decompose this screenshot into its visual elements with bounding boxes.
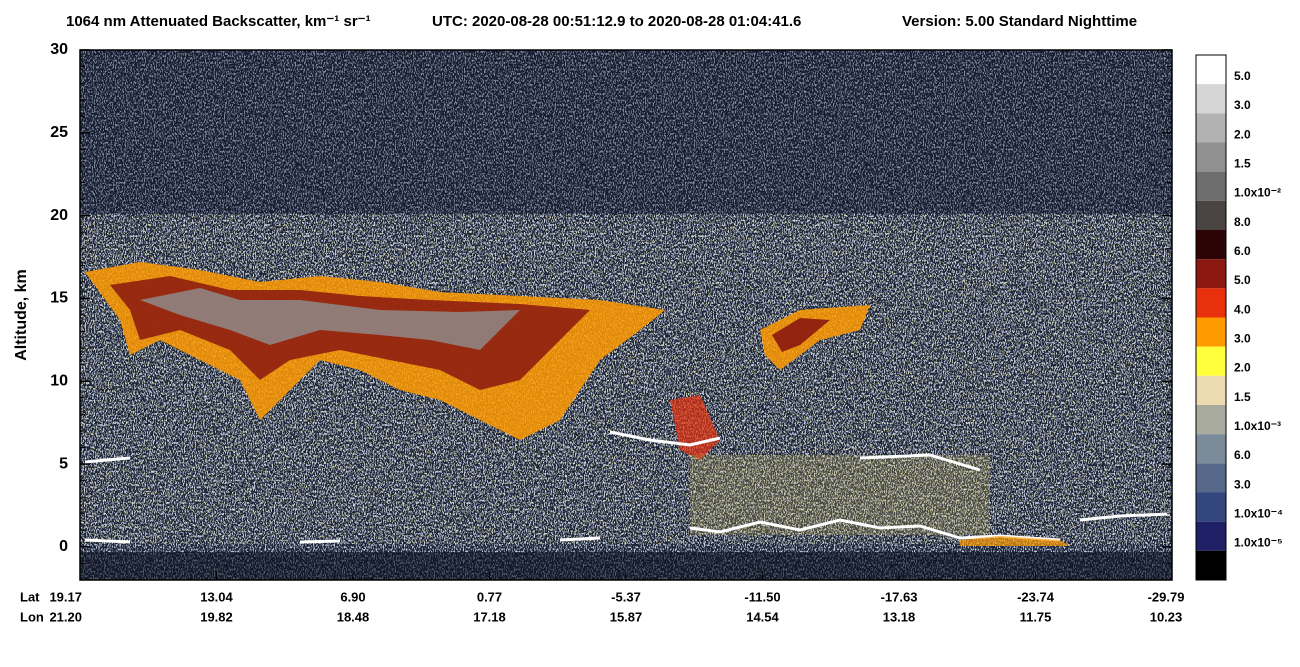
colorbar-swatch	[1196, 550, 1226, 580]
lat-tick-label: 13.04	[200, 589, 233, 604]
colorbar-swatch	[1196, 434, 1226, 464]
colorbar-label: 1.0x10⁻⁵	[1234, 536, 1283, 550]
colorbar-swatch	[1196, 259, 1226, 289]
colorbar-swatch	[1196, 463, 1226, 493]
colorbar-swatch	[1196, 113, 1226, 143]
lon-tick-label: 10.23	[1150, 609, 1183, 624]
y-tick-label: 10	[50, 372, 68, 389]
y-tick-label: 20	[50, 207, 68, 224]
colorbar-swatch	[1196, 375, 1226, 405]
colorbar-swatch	[1196, 142, 1226, 172]
title: 1064 nm Attenuated Backscatter, km⁻¹ sr⁻…	[66, 13, 371, 30]
colorbar-swatch	[1196, 55, 1226, 85]
colorbar-label: 2.0	[1234, 361, 1251, 375]
colorbar-label: 5.0	[1234, 273, 1251, 287]
colorbar-label: 6.0	[1234, 244, 1251, 258]
colorbar-label: 1.5	[1234, 390, 1251, 404]
colorbar-label: 1.0x10⁻³	[1234, 419, 1281, 433]
lon-tick-label: 21.20	[49, 609, 82, 624]
colorbar-swatch	[1196, 405, 1226, 435]
colorbar-swatch	[1196, 492, 1226, 522]
lat-tick-label: -11.50	[744, 589, 780, 604]
colorbar-swatch	[1196, 317, 1226, 347]
y-tick-label: 5	[59, 455, 68, 472]
lat-tick-label: -23.74	[1017, 589, 1055, 604]
colorbar-swatch	[1196, 521, 1226, 551]
colorbar-label: 5.0	[1234, 69, 1251, 83]
y-tick-label: 0	[59, 538, 68, 555]
colorbar-swatch	[1196, 84, 1226, 114]
lon-tick-label: 14.54	[746, 609, 779, 624]
colorbar-label: 1.5	[1234, 157, 1251, 171]
lat-tick-label: 6.90	[340, 589, 365, 604]
colorbar-swatch	[1196, 288, 1226, 318]
colorbar-swatch	[1196, 230, 1226, 260]
colorbar-label: 2.0	[1234, 127, 1251, 141]
lon-tick-label: 17.18	[473, 609, 506, 624]
lat-tick-label: 19.17	[49, 589, 82, 604]
lat-tick-label: 0.77	[477, 589, 502, 604]
colorbar-swatch	[1196, 171, 1226, 201]
time-range: UTC: 2020-08-28 00:51:12.9 to 2020-08-28…	[432, 13, 801, 30]
lon-tick-label: 15.87	[610, 609, 643, 624]
colorbar-swatch	[1196, 346, 1226, 376]
colorbar-label: 3.0	[1234, 477, 1251, 491]
colorbar-label: 6.0	[1234, 448, 1251, 462]
y-axis-label: Altitude, km	[13, 269, 30, 361]
colorbar-swatch	[1196, 200, 1226, 230]
lat-tick-label: -29.79	[1148, 589, 1185, 604]
colorbar-label: 3.0	[1234, 332, 1251, 346]
backscatter-image	[80, 50, 1172, 580]
lat-tick-label: -5.37	[611, 589, 641, 604]
lon-tick-label: 11.75	[1020, 609, 1052, 624]
lat-label: Lat	[20, 589, 40, 604]
version: Version: 5.00 Standard Nighttime	[902, 13, 1137, 30]
lon-label: Lon	[20, 609, 44, 624]
lon-tick-label: 19.82	[200, 609, 233, 624]
colorbar-label: 1.0x10⁻²	[1234, 186, 1281, 200]
colorbar-label: 8.0	[1234, 215, 1251, 229]
lon-tick-label: 13.18	[883, 609, 916, 624]
lat-tick-label: -17.63	[881, 589, 918, 604]
colorbar-label: 4.0	[1234, 302, 1251, 316]
y-tick-label: 15	[50, 290, 68, 307]
colorbar-outline	[1195, 54, 1227, 581]
colorbar-label: 1.0x10⁻⁴	[1234, 507, 1283, 521]
colorbar-label: 3.0	[1234, 98, 1251, 112]
y-tick-label: 30	[50, 41, 68, 58]
y-tick-label: 25	[50, 124, 68, 141]
lon-tick-label: 18.48	[337, 609, 370, 624]
